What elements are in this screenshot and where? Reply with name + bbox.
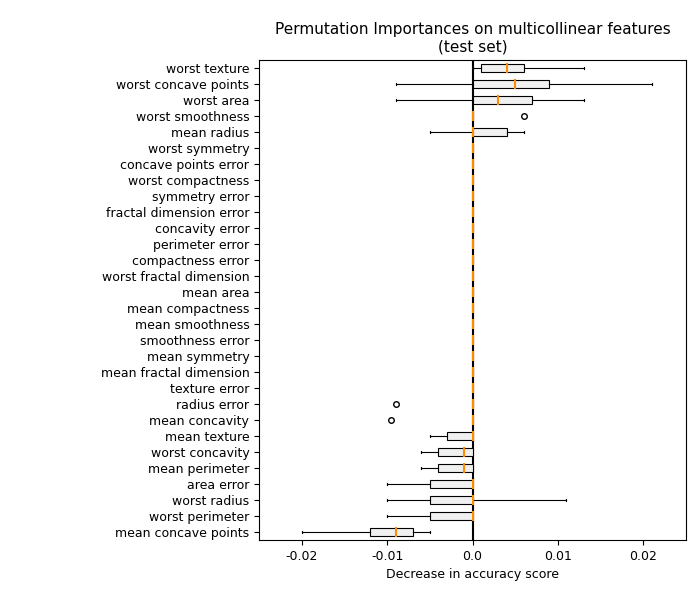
Bar [430,479,473,488]
Title: Permutation Importances on multicollinear features
(test set): Permutation Importances on multicollinea… [274,22,671,55]
Bar [430,512,473,520]
Bar [370,527,413,536]
X-axis label: Decrease in accuracy score: Decrease in accuracy score [386,568,559,581]
Bar [481,64,524,73]
Bar [447,431,473,440]
Bar [430,496,473,505]
Bar [473,95,532,104]
Bar [473,80,550,88]
Bar [438,448,472,457]
Bar [473,128,507,136]
Bar [438,464,472,472]
